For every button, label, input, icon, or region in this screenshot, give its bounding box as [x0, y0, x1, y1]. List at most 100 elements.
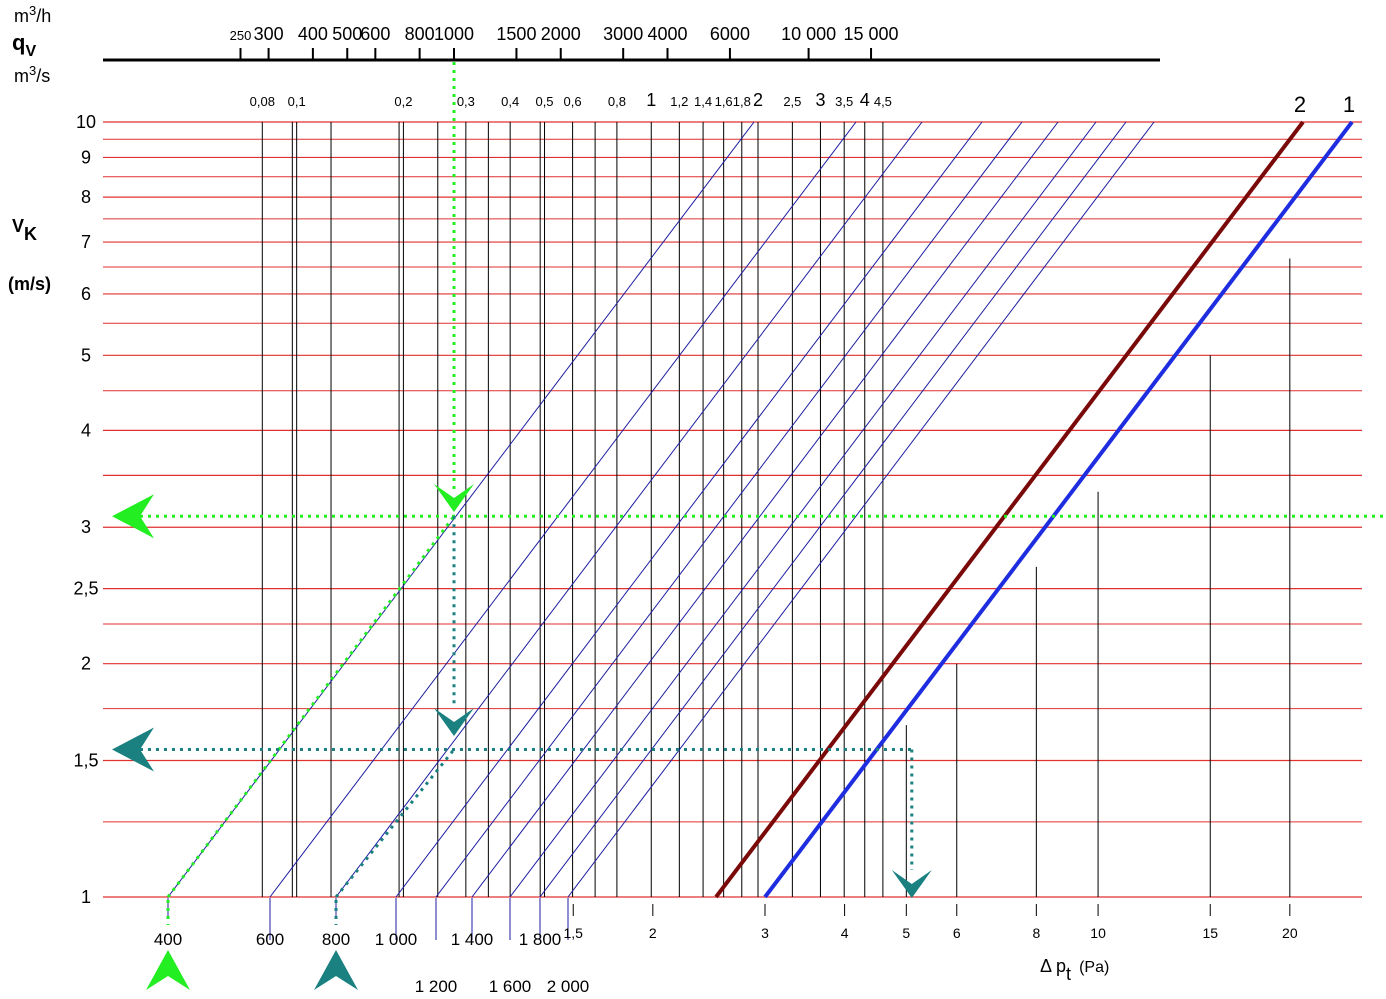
pressure-loss-lines — [714, 120, 1354, 899]
example-arrow-flow — [434, 484, 474, 512]
duct-size-line — [509, 121, 1097, 898]
unit-m3h: m3/h — [14, 3, 51, 26]
series-line-2 — [714, 120, 1305, 899]
series-label-2: 2 — [1294, 92, 1306, 117]
y-tick-label: 6 — [81, 284, 91, 304]
qv-m3h-tick-label: 1500 — [496, 24, 536, 44]
dp-tick-label: 4 — [841, 925, 849, 941]
axis-labels: 10 9 8 7 6 5 4 3 2,5 2 1,5 1 0,08 0,1 0,2 0,3 0,4 0,5 0,6 0… — [73, 24, 1355, 996]
duct-size-line — [395, 121, 983, 898]
x-axis-label: Δ pt (Pa) — [1040, 956, 1109, 984]
dp-tick-label: 15 — [1202, 925, 1218, 941]
qv-m3h-axis — [103, 48, 1160, 62]
duct-size-line — [269, 121, 857, 898]
dp-tick-label: 10 — [1090, 925, 1106, 941]
qv-m3h-tick-label: 3000 — [603, 24, 643, 44]
series-label-1: 1 — [1343, 92, 1355, 117]
qv-m3h-tick-label: 800 — [405, 24, 435, 44]
qv-m3s-tick-label: 0,5 — [535, 94, 553, 109]
qv-m3s-tick-label: 4 — [860, 90, 870, 110]
duct-size-label: 600 — [256, 930, 284, 949]
qv-m3h-tick-label: 6000 — [710, 24, 750, 44]
duct-size-lines — [167, 121, 1155, 940]
duct-size-label: 1 600 — [489, 977, 532, 996]
duct-size-label: 800 — [322, 930, 350, 949]
duct-size-line — [539, 121, 1127, 898]
series-line-1 — [763, 120, 1354, 899]
qv-m3h-tick-label: 15 000 — [844, 24, 899, 44]
qv-m3s-tick-label: 0,08 — [250, 94, 275, 109]
dp-tick-label: 20 — [1282, 925, 1298, 941]
example-arrow-velocity — [112, 494, 154, 539]
qv-label: qV — [12, 30, 36, 60]
example-arrow-size — [146, 950, 190, 990]
duct-size-line — [335, 121, 923, 898]
qv-m3s-tick-label: 3 — [815, 90, 825, 110]
qv-m3s-tick-label: 1,4 — [694, 94, 712, 109]
duct-size-line — [435, 121, 1023, 898]
y-tick-label: 4 — [81, 420, 91, 440]
dp-tick-label: 3 — [761, 925, 769, 941]
qv-m3s-tick-label: 0,1 — [288, 94, 306, 109]
qv-m3s-tick-label: 0,2 — [394, 94, 412, 109]
qv-m3h-tick-label: 300 — [254, 24, 284, 44]
pressure-gridlines — [572, 258, 1291, 916]
y-axis-label: VK — [12, 216, 37, 244]
y-tick-label: 3 — [81, 517, 91, 537]
qv-m3s-tick-label: 3,5 — [835, 94, 853, 109]
axis-titles: m3/h qV m3/s VK (m/s) Δ pt (Pa) — [8, 3, 1109, 984]
example-arrow-velocity — [112, 727, 154, 772]
qv-m3s-tick-label: 1 — [646, 90, 656, 110]
y-tick-label: 1,5 — [73, 751, 98, 771]
duct-size-label: 1 800 — [519, 930, 562, 949]
dp-tick-label: 6 — [953, 925, 961, 941]
qv-m3s-tick-label: 0,8 — [608, 94, 626, 109]
qv-m3s-tick-label: 2 — [753, 90, 763, 110]
qv-m3h-tick-label: 4000 — [647, 24, 687, 44]
qv-m3h-tick-label: 600 — [360, 24, 390, 44]
worked-examples — [112, 62, 1386, 990]
qv-m3h-tick-label: 2000 — [541, 24, 581, 44]
dp-tick-label: 1,5 — [564, 925, 584, 941]
unit-m3s: m3/s — [14, 63, 50, 86]
duct-size-label: 1 400 — [451, 930, 494, 949]
duct-size-line — [567, 121, 1155, 898]
example-arrow-dp — [891, 870, 932, 898]
velocity-gridlines — [103, 121, 1362, 898]
y-tick-label: 8 — [81, 187, 91, 207]
duct-size-line — [471, 121, 1059, 898]
y-tick-label: 2 — [81, 654, 91, 674]
y-tick-label: 9 — [81, 147, 91, 167]
y-tick-label: 1 — [81, 887, 91, 907]
qv-m3h-tick-label: 250 — [230, 28, 252, 43]
y-tick-label: 5 — [81, 345, 91, 365]
example-arrow-size — [314, 950, 358, 990]
qv-m3s-tick-label: 1,2 — [670, 94, 688, 109]
dp-tick-label: 5 — [902, 925, 910, 941]
duct-size-label: 400 — [154, 930, 182, 949]
qv-m3s-tick-label: 4,5 — [874, 94, 892, 109]
qv-m3h-tick-label: 1000 — [434, 24, 474, 44]
qv-m3h-tick-label: 400 — [298, 24, 328, 44]
qv-m3h-tick-label: 500 — [332, 24, 362, 44]
example-size-path — [334, 748, 456, 898]
duct-size-label: 1 000 — [375, 930, 418, 949]
duct-size-label: 2 000 — [547, 977, 590, 996]
qv-m3s-tick-label: 2,5 — [783, 94, 801, 109]
qv-m3s-tick-label: 0,6 — [564, 94, 582, 109]
dp-tick-label: 2 — [649, 925, 657, 941]
dp-tick-label: 8 — [1032, 925, 1040, 941]
qv-m3s-tick-label: 1,8 — [733, 94, 751, 109]
y-tick-label: 10 — [76, 112, 96, 132]
qv-m3s-tick-label: 0,3 — [457, 94, 475, 109]
y-tick-label: 7 — [81, 232, 91, 252]
flow-gridlines — [261, 122, 884, 897]
y-tick-label: 2,5 — [73, 579, 98, 599]
example-arrow-flow — [434, 708, 474, 736]
duct-size-label: 1 200 — [415, 977, 458, 996]
y-axis-unit: (m/s) — [8, 274, 51, 294]
qv-m3s-tick-label: 0,4 — [501, 94, 519, 109]
qv-m3s-tick-label: 1,6 — [715, 94, 733, 109]
qv-m3h-tick-label: 10 000 — [781, 24, 836, 44]
